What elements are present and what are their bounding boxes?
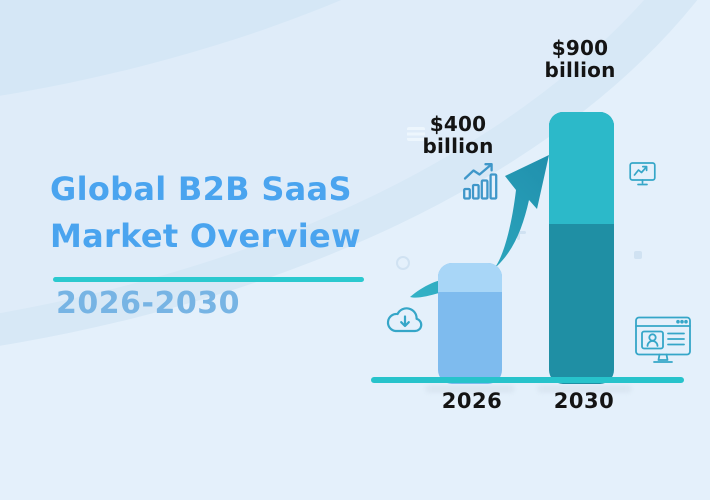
bar-value-label-2030: $900 billion [525,36,635,82]
bar-value-unit-2030: billion [544,57,616,82]
title-divider [53,277,364,282]
cloud-download-icon [386,307,423,333]
page-title-line2: Market Overview [50,217,361,255]
bar-value-amount-2026: $400 [429,112,487,136]
bar-chart-trend-icon [463,163,498,200]
page-subtitle: 2026-2030 [56,286,240,321]
bar-2030-shadow [537,385,632,393]
faint-lines-decoration [407,127,425,141]
browser-profile-icon [635,316,691,363]
x-axis-label-2026: 2026 [441,389,503,413]
x-axis-label-2030: 2030 [553,389,615,413]
page-title: Global B2B SaaS Market Overview [50,166,361,260]
circle-decoration [396,256,410,270]
curved-growth-arrow-icon [410,155,549,298]
square-decoration [634,251,642,259]
chart-baseline [371,377,684,383]
page-title-line1: Global B2B SaaS [50,170,352,208]
bar-value-unit-2026: billion [422,133,494,158]
bar-2026-cap [438,263,502,293]
monitor-analytics-icon [629,162,656,186]
bar-2026 [438,263,502,384]
bar-2030 [549,112,614,384]
bar-2026-shadow [425,385,515,393]
bar-value-amount-2030: $900 [551,36,609,60]
bar-value-label-2026: $400 billion [403,112,513,158]
bar-2030-cap [549,112,614,224]
